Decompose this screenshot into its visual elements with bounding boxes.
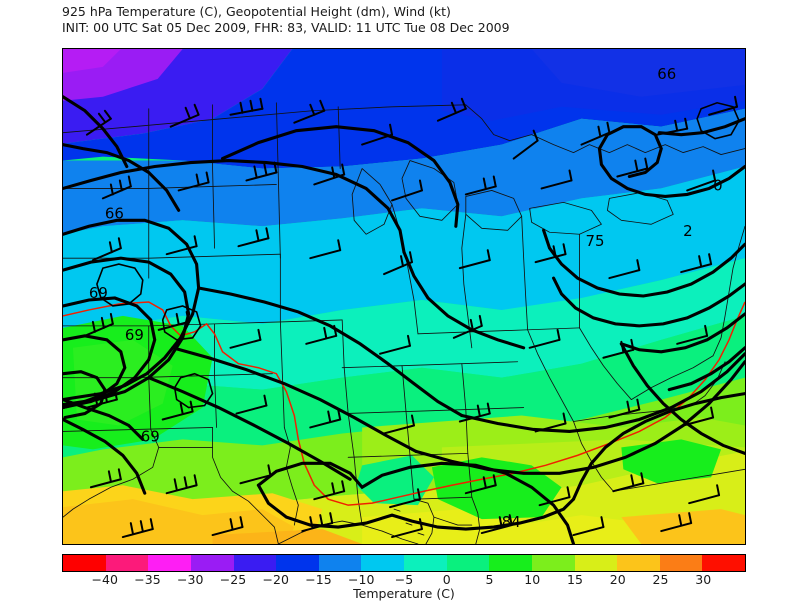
contour-label-69-a: 69: [89, 284, 108, 302]
colorbar-tick: −35: [134, 572, 161, 587]
wind-barbs: [83, 95, 739, 539]
colorbar-tick: 25: [652, 572, 669, 587]
contour-labels: 66 66 69 69 69 75 84 0 2: [89, 65, 723, 531]
colorbar-swatch: [361, 555, 404, 571]
figure-title-line-1: 925 hPa Temperature (C), Geopotential He…: [62, 4, 451, 19]
colorbar-swatch: [531, 555, 575, 571]
colorbar-swatch: [190, 555, 234, 571]
contour-label-69-b: 69: [125, 326, 144, 344]
colorbar-swatch: [148, 555, 191, 571]
colorbar-tick: 10: [524, 572, 541, 587]
colorbar-axis-label: Temperature (C): [353, 586, 455, 601]
colorbar-swatch: [659, 555, 703, 571]
contour-label-66-ne: 66: [657, 65, 676, 83]
political-boundaries: [63, 102, 745, 544]
contour-label-84: 84: [502, 513, 521, 531]
colorbar-swatch: [702, 555, 745, 571]
contour-label-69-c: 69: [141, 427, 160, 445]
colorbar-swatch: [446, 555, 490, 571]
colorbar-swatch: [617, 555, 660, 571]
contour-label-75: 75: [585, 232, 604, 250]
colorbar-tick: −10: [348, 572, 375, 587]
figure-title-line-2: INIT: 00 UTC Sat 05 Dec 2009, FHR: 83, V…: [62, 19, 510, 35]
colorbar-tick: −20: [262, 572, 289, 587]
colorbar-tick-labels: −40 −35 −30 −25 −20 −15 −10 −5 0 5 10 15 20 25 30: [62, 572, 746, 589]
colorbar-swatch: [318, 555, 362, 571]
map-svg: 66 66 69 69 69 75 84 0 2: [63, 49, 745, 544]
height-contours-minor: [96, 101, 740, 409]
colorbar-bands: [62, 554, 746, 572]
colorbar-swatch: [105, 555, 149, 571]
colorbar-swatch: [63, 555, 106, 571]
colorbar-swatch: [233, 555, 277, 571]
colorbar: [62, 554, 746, 572]
contour-label-2: 2: [683, 222, 693, 240]
map-canvas: 66 66 69 69 69 75 84 0 2: [63, 49, 745, 544]
colorbar-tick: −40: [91, 572, 118, 587]
colorbar-tick: 30: [695, 572, 712, 587]
colorbar-swatch: [574, 555, 618, 571]
colorbar-tick: 5: [485, 572, 494, 587]
colorbar-swatch: [489, 555, 532, 571]
colorbar-tick: 15: [567, 572, 583, 587]
map-plot-area: 66 66 69 69 69 75 84 0 2: [62, 48, 746, 545]
colorbar-swatch: [404, 555, 447, 571]
figure-title-block: 925 hPa Temperature (C), Geopotential He…: [62, 4, 762, 35]
colorbar-tick: −25: [219, 572, 247, 587]
colorbar-swatch: [276, 555, 319, 571]
colorbar-tick: −5: [394, 572, 414, 587]
colorbar-tick: 0: [442, 572, 451, 587]
colorbar-tick: 20: [609, 572, 626, 587]
contour-label-66-west: 66: [105, 204, 124, 222]
colorbar-tick: −30: [177, 572, 204, 587]
colorbar-tick: −15: [305, 572, 332, 587]
contour-label-0: 0: [713, 176, 723, 194]
